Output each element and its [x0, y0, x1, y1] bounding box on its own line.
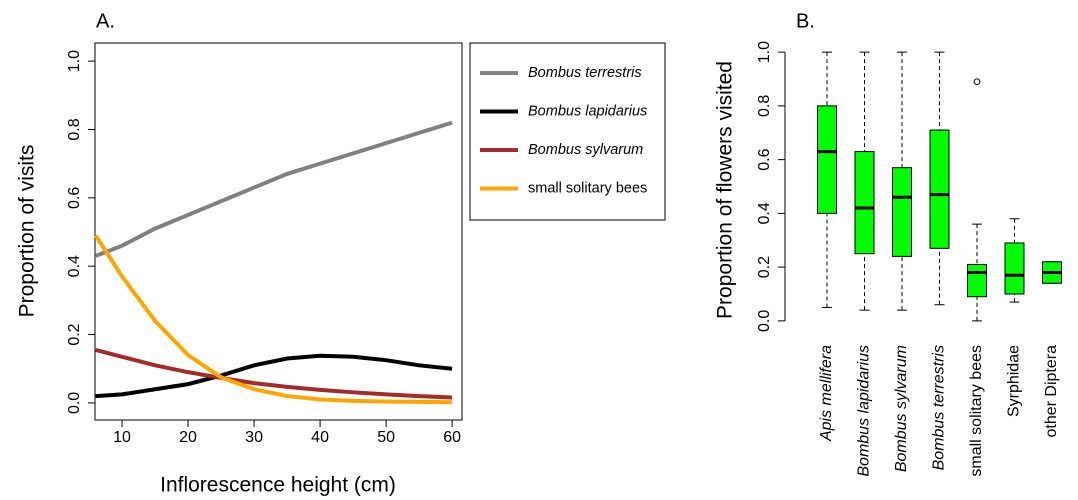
box [1004, 242, 1025, 295]
box [854, 151, 875, 255]
outlier [973, 78, 981, 85]
y-tick-label: 0.0 [756, 310, 773, 332]
y-tick-label: 0.2 [66, 323, 83, 345]
box [817, 105, 837, 214]
y-tick-label: 0.4 [66, 255, 83, 277]
x-tick-label: Apis mellifera [818, 345, 835, 442]
line-series [95, 353, 453, 399]
line-series [95, 347, 453, 400]
x-tick-label: Syrphidae [1006, 345, 1023, 417]
x-tick-label: 50 [377, 429, 395, 446]
box [929, 129, 950, 249]
legend-label: Bombus lapidarius [528, 103, 647, 119]
y-tick-label: 0.6 [756, 148, 773, 170]
box [892, 167, 912, 257]
x-tick-label: small solitary bees [968, 345, 985, 477]
legend-label: small solitary bees [528, 180, 647, 196]
line-series [93, 234, 453, 405]
x-tick-label: Bombus terrestris [931, 345, 948, 470]
y-tick-label: 0.4 [756, 202, 773, 224]
panel-label: B. [796, 10, 815, 32]
y-tick-label: 0.6 [66, 187, 83, 209]
legend-label: Bombus sylvarum [528, 142, 643, 158]
plot-frame [94, 42, 463, 421]
x-tick-label: Bombus sylvarum [893, 345, 910, 472]
y-tick-label: 0.0 [66, 392, 83, 414]
x-tick-label: 30 [245, 429, 263, 446]
x-tick-label: other Diptera [1043, 345, 1060, 438]
x-axis-label: Inflorescence height (cm) [160, 474, 396, 497]
legend-label: Bombus terrestris [528, 65, 642, 81]
x-tick-label: 40 [311, 429, 329, 446]
x-tick-label: 10 [113, 429, 131, 446]
y-tick-label: 1.0 [756, 41, 773, 63]
x-tick-label: Bombus lapidarius [856, 345, 873, 477]
y-tick-label: 0.8 [66, 118, 83, 140]
y-axis-label: Proportion of visits [16, 145, 39, 318]
line-series [94, 120, 453, 258]
panel-label: A. [96, 10, 115, 32]
x-tick-label: 20 [179, 429, 197, 446]
y-tick-label: 0.2 [756, 256, 773, 278]
x-tick-label: 60 [443, 429, 461, 446]
y-tick-label: 1.0 [66, 50, 83, 72]
box [967, 263, 987, 298]
y-axis-label: Proportion of flowers visited [714, 61, 737, 319]
y-tick-label: 0.8 [756, 95, 773, 117]
